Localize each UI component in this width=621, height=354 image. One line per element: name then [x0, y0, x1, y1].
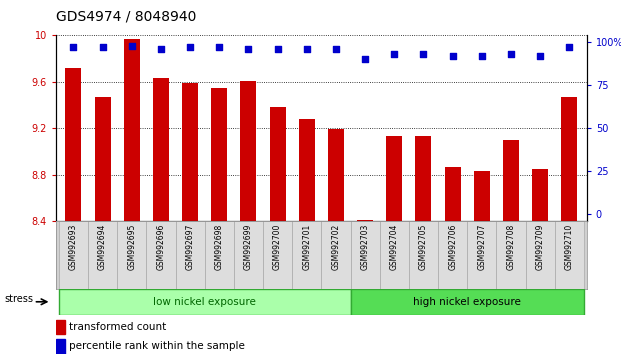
Point — [185, 45, 195, 50]
Text: GSM992704: GSM992704 — [390, 223, 399, 270]
Bar — [234, 221, 263, 289]
Bar — [88, 221, 117, 289]
Bar — [211, 88, 227, 221]
Bar — [117, 221, 147, 289]
Bar — [525, 221, 555, 289]
Text: stress: stress — [4, 294, 34, 304]
Text: GSM992698: GSM992698 — [215, 223, 224, 269]
Point — [214, 45, 224, 50]
Text: GSM992707: GSM992707 — [478, 223, 486, 270]
Point — [506, 51, 516, 57]
Bar — [292, 221, 322, 289]
Bar — [532, 169, 548, 221]
Text: GSM992696: GSM992696 — [156, 223, 165, 270]
Point — [360, 57, 370, 62]
Point — [273, 46, 283, 52]
Text: GSM992700: GSM992700 — [273, 223, 282, 270]
Bar — [357, 220, 373, 221]
Bar — [65, 68, 81, 221]
Text: low nickel exposure: low nickel exposure — [153, 297, 256, 307]
Bar — [555, 221, 584, 289]
Point — [68, 45, 78, 50]
Text: GSM992702: GSM992702 — [332, 223, 340, 269]
Text: high nickel exposure: high nickel exposure — [414, 297, 521, 307]
Text: GSM992706: GSM992706 — [448, 223, 457, 270]
Point — [302, 46, 312, 52]
Text: GSM992697: GSM992697 — [186, 223, 194, 270]
Point — [448, 53, 458, 59]
Point — [97, 45, 107, 50]
Text: GSM992703: GSM992703 — [361, 223, 369, 270]
Text: percentile rank within the sample: percentile rank within the sample — [70, 341, 245, 352]
Bar — [176, 221, 205, 289]
Bar — [94, 97, 111, 221]
Point — [389, 51, 399, 57]
Point — [243, 46, 253, 52]
Bar — [328, 130, 344, 221]
Bar — [124, 39, 140, 221]
Point — [477, 53, 487, 59]
Text: GSM992705: GSM992705 — [419, 223, 428, 270]
Point — [331, 46, 341, 52]
Text: GSM992695: GSM992695 — [127, 223, 136, 270]
Bar — [561, 97, 578, 221]
Bar — [56, 339, 65, 354]
Bar — [263, 221, 292, 289]
Text: GSM992701: GSM992701 — [302, 223, 311, 269]
Bar — [240, 81, 256, 221]
Text: GDS4974 / 8048940: GDS4974 / 8048940 — [56, 9, 196, 23]
Point — [535, 53, 545, 59]
Bar — [467, 221, 496, 289]
Text: transformed count: transformed count — [70, 322, 166, 332]
Bar — [147, 221, 176, 289]
Bar — [409, 221, 438, 289]
Bar — [205, 221, 234, 289]
Bar — [379, 221, 409, 289]
Point — [419, 51, 428, 57]
Point — [127, 43, 137, 48]
Text: GSM992710: GSM992710 — [565, 223, 574, 269]
Bar — [350, 221, 379, 289]
Bar — [59, 289, 350, 315]
Bar — [474, 171, 490, 221]
Bar — [182, 83, 198, 221]
Point — [564, 45, 574, 50]
Point — [156, 46, 166, 52]
Text: GSM992694: GSM992694 — [98, 223, 107, 270]
Bar — [56, 320, 65, 334]
Bar — [496, 221, 525, 289]
Bar — [350, 289, 584, 315]
Text: GSM992699: GSM992699 — [244, 223, 253, 270]
Bar — [270, 107, 286, 221]
Text: GSM992709: GSM992709 — [536, 223, 545, 270]
Bar — [503, 140, 519, 221]
Bar — [438, 221, 467, 289]
Bar — [59, 221, 88, 289]
Text: GSM992708: GSM992708 — [507, 223, 515, 269]
Bar — [299, 119, 315, 221]
Bar — [445, 167, 461, 221]
Bar — [415, 136, 432, 221]
Text: GSM992693: GSM992693 — [69, 223, 78, 270]
Bar — [153, 78, 169, 221]
Bar — [386, 136, 402, 221]
Bar — [322, 221, 350, 289]
